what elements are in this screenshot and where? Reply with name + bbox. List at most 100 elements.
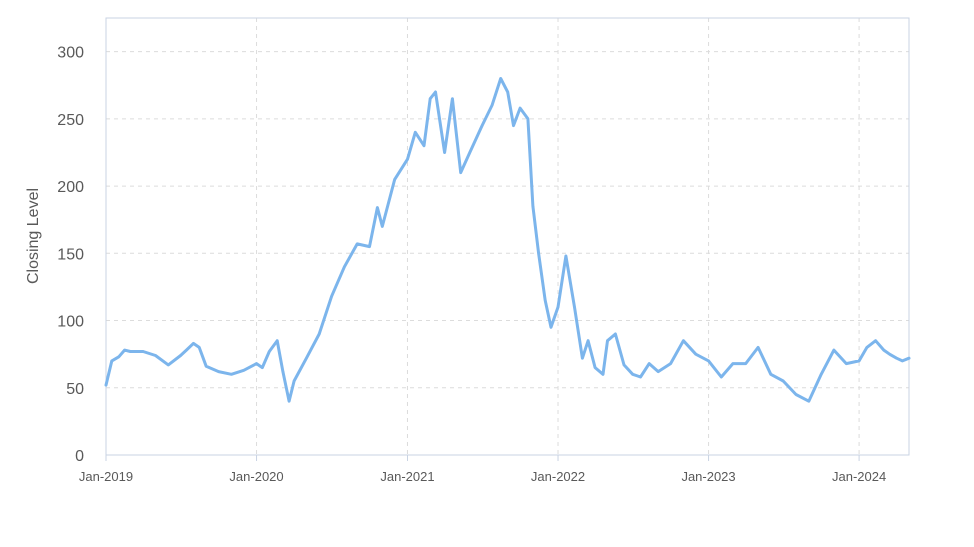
y-tick-label: 100 [57, 314, 84, 331]
data-point [631, 373, 634, 376]
data-point [381, 225, 384, 228]
data-point [414, 131, 417, 134]
grid [106, 18, 909, 455]
data-point [490, 104, 494, 107]
x-tick-label: Jan-2024 [832, 469, 886, 484]
data-point [895, 356, 898, 360]
data-point [205, 365, 208, 368]
data-point [376, 206, 379, 209]
data-point [657, 370, 660, 373]
data-point [720, 375, 723, 379]
data-point [305, 356, 308, 360]
data-point [518, 106, 522, 110]
y-tick-label: 250 [57, 112, 84, 129]
data-point [526, 117, 530, 121]
data-point [865, 346, 869, 349]
data-point [406, 157, 409, 161]
data-point [217, 370, 220, 373]
data-point [192, 342, 195, 345]
data-point [443, 151, 446, 154]
y-axis-label: Closing Level [25, 188, 42, 284]
data-point [682, 339, 685, 342]
data-point [731, 362, 735, 365]
data-point [480, 124, 484, 127]
y-tick-label: 150 [57, 246, 84, 263]
data-point [343, 265, 346, 268]
y-tick-label: 200 [57, 179, 84, 196]
data-point [622, 363, 626, 367]
data-point [422, 144, 426, 147]
data-point [355, 242, 359, 246]
data-point [506, 90, 509, 94]
data-point [756, 346, 760, 349]
data-point [434, 90, 437, 94]
plot-border [105, 17, 910, 456]
data-point [794, 393, 798, 396]
data-point [292, 379, 296, 383]
data-point [901, 359, 904, 363]
data-point [601, 373, 605, 376]
data-point [744, 362, 747, 365]
data-point [154, 354, 157, 357]
data-point [281, 370, 285, 373]
data-point [769, 373, 773, 376]
series-layer [104, 77, 911, 403]
data-point [556, 305, 560, 309]
data-point [123, 348, 126, 352]
data-point [819, 373, 823, 376]
data-point [499, 77, 502, 80]
data-point [393, 178, 396, 181]
data-point [807, 400, 810, 403]
data-point [888, 352, 891, 356]
data-point [647, 362, 651, 365]
data-point [907, 356, 911, 360]
data-point [242, 369, 245, 372]
data-point [707, 359, 710, 363]
data-point [782, 379, 785, 383]
y-tick-label: 0 [75, 448, 84, 465]
data-point [275, 339, 279, 342]
data-point [110, 359, 113, 363]
data-point [179, 354, 182, 357]
data-point [428, 97, 432, 100]
data-point [268, 350, 271, 353]
data-point [531, 205, 535, 208]
data-point [544, 299, 547, 302]
data-point [845, 362, 848, 365]
data-point [512, 124, 515, 127]
data-point [581, 356, 584, 360]
data-point [230, 373, 233, 376]
data-point [694, 352, 697, 356]
data-point [141, 350, 145, 353]
data-point [198, 346, 201, 349]
y-tick-label: 300 [57, 45, 84, 62]
data-point [606, 339, 609, 342]
data-point [104, 383, 108, 387]
data-point [882, 348, 886, 352]
data-point [586, 339, 590, 342]
data-point [573, 305, 576, 309]
x-tick-label: Jan-2021 [380, 469, 434, 484]
x-tick-label: Jan-2020 [229, 469, 283, 484]
x-tick-label: Jan-2023 [681, 469, 735, 484]
data-point [451, 97, 454, 100]
data-point [261, 366, 264, 369]
data-point [564, 254, 568, 258]
data-point [117, 355, 120, 359]
data-point [330, 295, 333, 298]
data-point [549, 326, 553, 329]
data-point [832, 348, 836, 352]
data-point [185, 348, 188, 352]
x-tick-label: Jan-2022 [531, 469, 585, 484]
data-point [318, 332, 321, 336]
data-point [874, 339, 877, 342]
data-point [468, 151, 471, 154]
x-tick-label: Jan-2019 [79, 469, 133, 484]
axes: 0 50 100 150 200 250 300 Jan-2019 Jan-2020 Jan-20… [57, 17, 910, 484]
series-line [104, 77, 911, 403]
data-point [669, 362, 672, 365]
data-point [368, 245, 371, 248]
data-point [639, 375, 642, 379]
